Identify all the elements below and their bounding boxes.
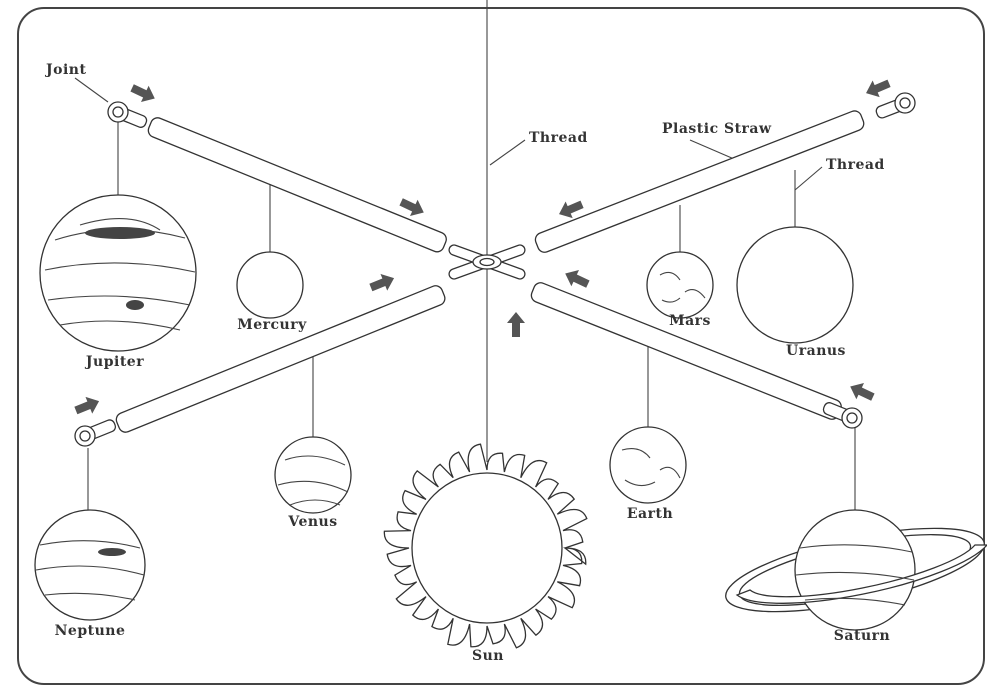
label: Thread — [826, 157, 885, 173]
label: Thread — [529, 130, 588, 146]
planet-label: Jupiter — [84, 354, 144, 370]
label: Joint — [44, 62, 86, 78]
planet-label: Mars — [669, 313, 711, 329]
planet-label: Mercury — [237, 317, 307, 333]
label: Plastic Straw — [662, 121, 772, 137]
planet-label: Venus — [287, 514, 337, 530]
planet-label: Neptune — [55, 623, 126, 639]
planet-label: Uranus — [786, 343, 846, 359]
mobile-diagram: Joint Thread Plastic Straw Thread Jupite… — [0, 0, 987, 687]
planet-label: Earth — [627, 506, 673, 522]
planet-label: Saturn — [834, 628, 890, 644]
planet-label: Sun — [472, 648, 504, 664]
